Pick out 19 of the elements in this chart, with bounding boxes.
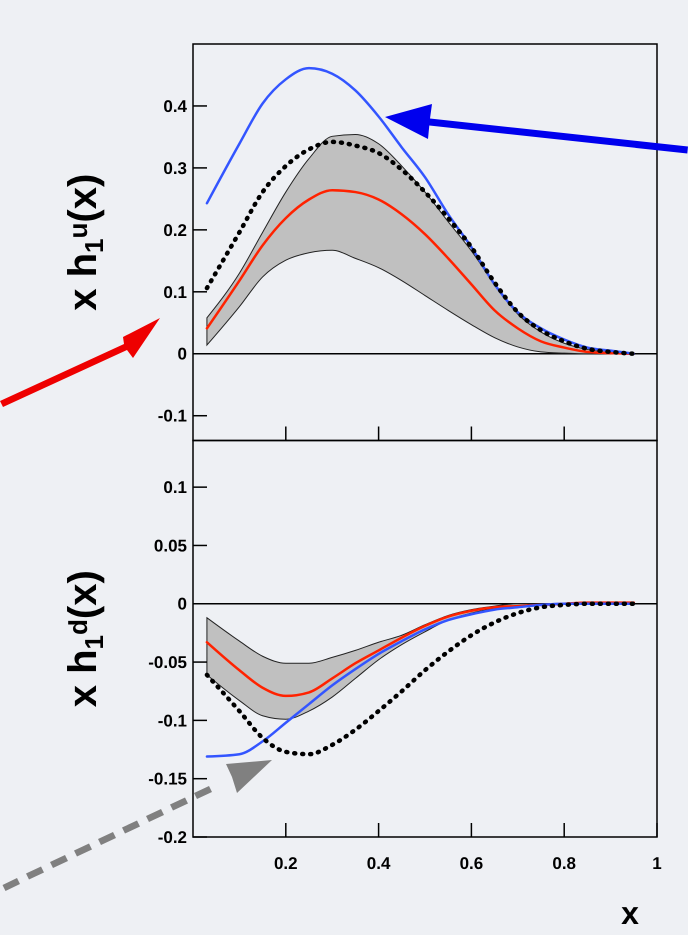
x-tick-label: 1 xyxy=(652,854,662,873)
y-tick-label: -0.1 xyxy=(158,406,187,426)
y-tick-label: -0.1 xyxy=(158,711,187,730)
x-tick-label: 0.8 xyxy=(552,854,576,873)
y-tick-label: 0.4 xyxy=(163,96,188,116)
x-axis-title: x xyxy=(621,895,640,931)
y-tick-label: -0.15 xyxy=(148,770,187,789)
y-tick-label: 0.1 xyxy=(163,478,187,498)
y-tick-label: -0.2 xyxy=(158,828,187,847)
x-tick-label: 0.2 xyxy=(274,854,298,873)
y-tick-label: 0.1 xyxy=(163,282,187,302)
y-tick-label: 0.05 xyxy=(154,536,187,556)
y-tick-label: 0.2 xyxy=(163,220,187,240)
y-tick-label: 0 xyxy=(178,594,187,614)
y-tick-label: -0.05 xyxy=(148,653,187,672)
y-tick-label: 0.3 xyxy=(163,158,187,178)
x-tick-label: 0.6 xyxy=(460,854,484,873)
x-tick-label: 0.4 xyxy=(366,854,391,873)
y-tick-label: 0 xyxy=(178,344,187,364)
